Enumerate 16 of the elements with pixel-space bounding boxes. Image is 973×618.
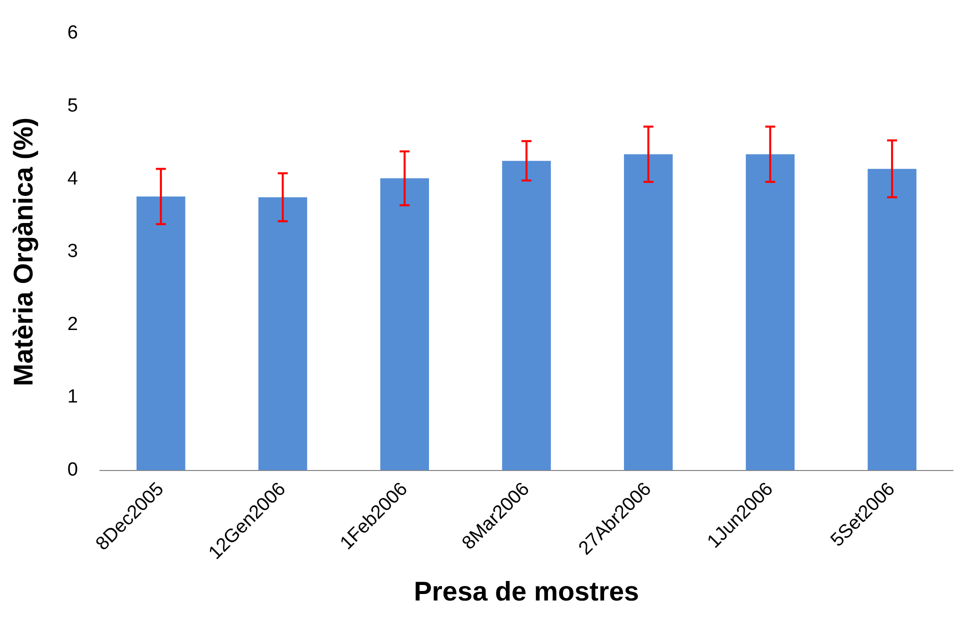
y-tick-label: 6	[67, 22, 78, 44]
bar	[624, 154, 673, 470]
bar	[746, 154, 795, 470]
bar	[380, 178, 429, 470]
bar	[502, 160, 551, 470]
y-tick-label: 3	[67, 241, 78, 262]
y-tick-label: 0	[67, 459, 78, 480]
bar	[136, 196, 186, 470]
bar	[258, 197, 308, 470]
bar	[868, 168, 916, 470]
y-tick-label: 4	[67, 168, 78, 190]
x-axis-title: Presa de mostres	[414, 576, 640, 606]
y-tick-label: 5	[67, 95, 78, 116]
y-tick-label: 1	[67, 386, 78, 408]
y-tick-label: 2	[67, 314, 78, 335]
y-axis-title: Matèria Orgànica (%)	[8, 118, 39, 386]
